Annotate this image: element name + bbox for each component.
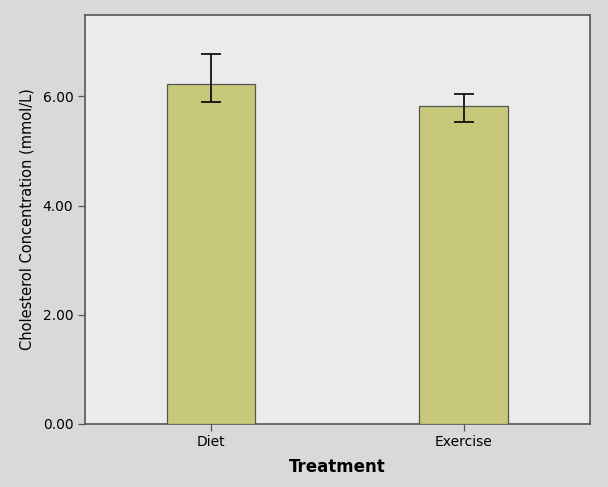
Bar xyxy=(167,84,255,424)
Y-axis label: Cholesterol Concentration (mmol/L): Cholesterol Concentration (mmol/L) xyxy=(19,88,34,350)
Bar xyxy=(420,106,508,424)
X-axis label: Treatment: Treatment xyxy=(289,458,386,476)
